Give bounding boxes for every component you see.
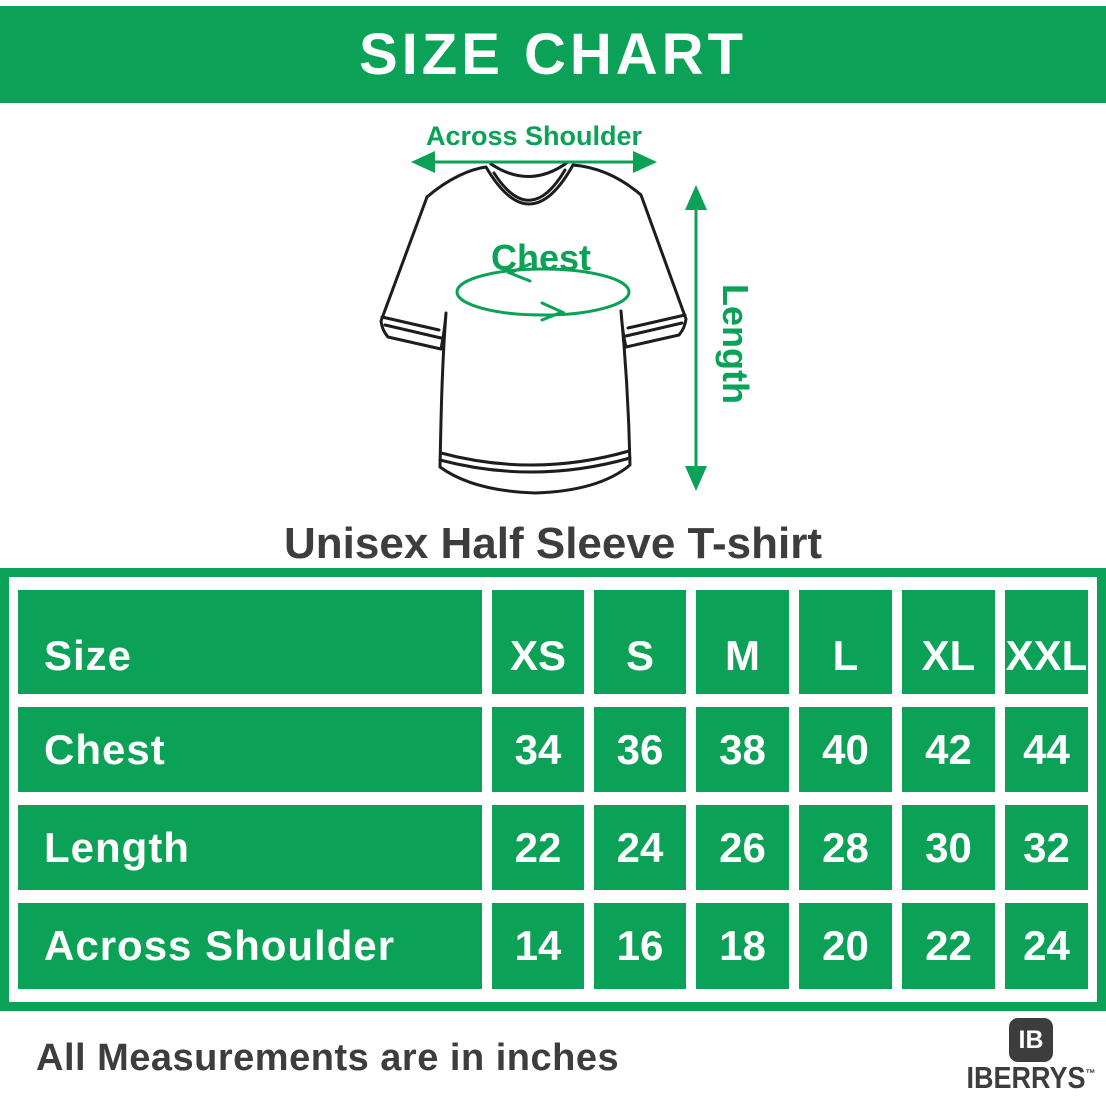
shoulder-value-s: 16 bbox=[594, 903, 686, 989]
size-col-header-m: M bbox=[696, 590, 789, 694]
arrowhead-left-icon bbox=[411, 151, 435, 173]
length-value-xs: 22 bbox=[492, 805, 584, 890]
length-value-m: 26 bbox=[696, 805, 789, 890]
chest-value-l: 40 bbox=[799, 707, 892, 792]
arrowhead-up-icon bbox=[685, 185, 707, 210]
chest-arrow-right-icon bbox=[540, 301, 566, 322]
trademark-symbol: ™ bbox=[1085, 1067, 1096, 1081]
length-value-xl: 30 bbox=[902, 805, 995, 890]
chest-label: Chest bbox=[491, 237, 591, 278]
length-value-l: 28 bbox=[799, 805, 892, 890]
chest-value-s: 36 bbox=[594, 707, 686, 792]
chest-arrow-left-icon bbox=[506, 262, 532, 283]
length-value-s: 24 bbox=[594, 805, 686, 890]
brand-logo: IB IBERRYS™ bbox=[962, 1018, 1100, 1096]
across-shoulder-label: Across Shoulder bbox=[426, 121, 643, 151]
row-label-across-shoulder: Across Shoulder bbox=[18, 903, 482, 989]
size-col-header-l: L bbox=[799, 590, 892, 694]
arrowhead-right-icon bbox=[633, 151, 657, 173]
tshirt-diagram-section: Across Shoulder Chest Length bbox=[0, 107, 1106, 521]
size-col-header-s: S bbox=[594, 590, 686, 694]
tshirt-diagram: Across Shoulder Chest Length bbox=[379, 121, 753, 495]
length-label: Length bbox=[715, 284, 753, 404]
banner-title: SIZE CHART bbox=[359, 22, 747, 87]
chest-value-m: 38 bbox=[696, 707, 789, 792]
chest-measure-ellipse bbox=[455, 267, 631, 317]
shoulder-value-xl: 22 bbox=[902, 903, 995, 989]
right-cuff-line-1 bbox=[626, 313, 687, 330]
tshirt-body bbox=[379, 163, 688, 495]
length-value-xxl: 32 bbox=[1005, 805, 1088, 890]
shoulder-value-xs: 14 bbox=[492, 903, 584, 989]
table-header-size: Size bbox=[18, 590, 482, 694]
shoulder-value-xxl: 24 bbox=[1005, 903, 1088, 989]
collar-back-rim bbox=[489, 160, 570, 178]
row-label-chest: Chest bbox=[18, 707, 482, 792]
right-cuff-line-2 bbox=[624, 321, 684, 338]
hem-line-2 bbox=[438, 456, 632, 474]
size-col-header-xl: XL bbox=[902, 590, 995, 694]
measurement-annotations bbox=[411, 151, 707, 491]
measurement-labels: Across Shoulder Chest Length bbox=[426, 121, 753, 404]
brand-monogram-icon: IB bbox=[1009, 1018, 1053, 1062]
size-table: Size XS S M L XL XXL Chest 34 36 38 40 4… bbox=[0, 568, 1106, 1011]
left-cuff-line-2 bbox=[383, 323, 443, 340]
chest-value-xs: 34 bbox=[492, 707, 584, 792]
size-col-header-xs: XS bbox=[492, 590, 584, 694]
hem-line-1 bbox=[439, 449, 631, 467]
size-col-header-xxl: XXL bbox=[1005, 590, 1088, 694]
chest-value-xl: 42 bbox=[902, 707, 995, 792]
collar-inner-band bbox=[492, 168, 567, 202]
shoulder-value-m: 18 bbox=[696, 903, 789, 989]
measurements-note: All Measurements are in inches bbox=[36, 1036, 620, 1079]
left-cuff-line-1 bbox=[380, 315, 441, 332]
footer: All Measurements are in inches IB IBERRY… bbox=[0, 1011, 1106, 1105]
product-title: Unisex Half Sleeve T-shirt bbox=[284, 519, 822, 568]
shoulder-value-l: 20 bbox=[799, 903, 892, 989]
chest-value-xxl: 44 bbox=[1005, 707, 1088, 792]
row-label-length: Length bbox=[18, 805, 482, 890]
brand-name-text: IBERRYS bbox=[966, 1061, 1086, 1095]
brand-name: IBERRYS™ bbox=[966, 1061, 1095, 1096]
arrowhead-down-icon bbox=[685, 466, 707, 491]
tshirt-outline-group bbox=[379, 160, 688, 495]
size-chart-banner: SIZE CHART bbox=[0, 6, 1106, 103]
